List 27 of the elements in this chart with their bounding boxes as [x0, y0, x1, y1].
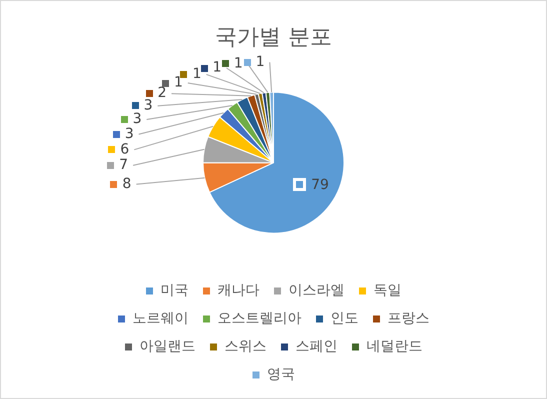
- data-label: 6: [120, 141, 130, 158]
- legend-label: 스위스: [224, 338, 266, 355]
- legend-label: 오스트렐리아: [218, 310, 302, 327]
- data-label: 1: [234, 56, 243, 72]
- data-label: 1: [174, 74, 183, 91]
- data-label: 3: [144, 98, 153, 114]
- legend-label: 아일랜드: [140, 338, 196, 355]
- data-label: 1: [256, 54, 265, 70]
- legend-label: 프랑스: [388, 310, 430, 327]
- legend-label: 독일: [374, 282, 402, 299]
- legend-label: 노르웨이: [132, 310, 188, 327]
- legend-label: 인도: [330, 310, 358, 327]
- data-label: 7: [119, 157, 128, 174]
- legend-label: 스페인: [296, 338, 338, 355]
- data-label: 79: [311, 177, 329, 194]
- data-label: 3: [124, 126, 134, 142]
- data-label: 1: [212, 60, 222, 76]
- legend-label: 네덜란드: [366, 338, 422, 355]
- data-label: 1: [192, 66, 202, 82]
- chart-title: 국가별 분포: [215, 24, 332, 50]
- legend-label: 이스라엘: [288, 282, 344, 299]
- legend-label: 영국: [267, 366, 295, 383]
- data-label: 2: [158, 85, 167, 102]
- legend-label: 미국: [160, 282, 188, 299]
- data-label: 8: [122, 176, 132, 192]
- legend-label: 캐나다: [218, 282, 260, 299]
- data-label: 3: [132, 111, 142, 128]
